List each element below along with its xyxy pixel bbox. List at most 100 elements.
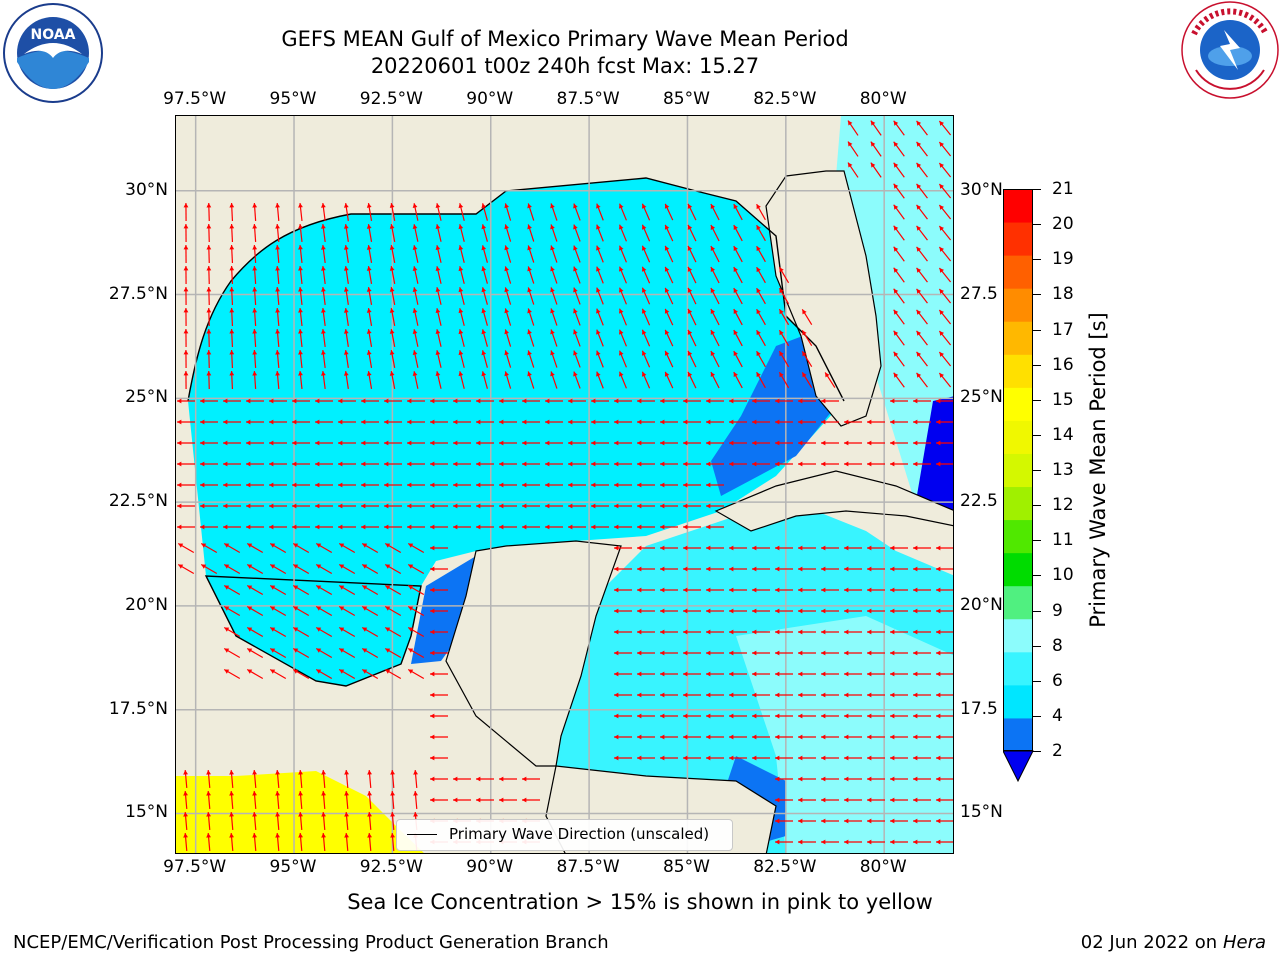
wave-vector-head <box>637 755 642 761</box>
wave-vector-head <box>729 587 734 593</box>
wave-vector-head <box>362 648 368 653</box>
wave-vector-head <box>315 398 320 404</box>
wave-vector-head <box>527 329 532 335</box>
wave-vector-head <box>275 308 280 313</box>
wave-vector-head <box>893 288 899 294</box>
colorbar-tick-mark <box>1033 329 1041 331</box>
wave-vector-head <box>568 461 573 467</box>
wave-vector-head <box>821 776 826 782</box>
wave-vector-head <box>821 650 826 656</box>
colorbar-tick-mark <box>1033 224 1041 226</box>
wave-vector-head <box>270 627 276 632</box>
wave-vector-head <box>476 398 481 404</box>
wave-vector-head <box>252 245 258 250</box>
lon-tick-bottom: 90°W <box>466 857 514 877</box>
wave-vector-head <box>660 650 665 656</box>
colorbar-segment <box>1003 354 1033 388</box>
wave-vector-head <box>206 203 212 208</box>
wave-vector-head <box>499 461 504 467</box>
wave-vector-head <box>499 482 504 488</box>
wave-vector-head <box>706 755 711 761</box>
wave-vector-head <box>775 734 780 740</box>
wave-vector-head <box>798 839 803 845</box>
wave-vector-head <box>687 287 693 293</box>
wave-vector-head <box>435 371 441 377</box>
wave-vector-head <box>476 461 481 467</box>
wave-vector-head <box>596 371 601 377</box>
wave-vector-head <box>177 419 182 425</box>
lat-tick-left: 25°N <box>125 387 168 408</box>
lon-tick-bottom: 97.5°W <box>163 857 227 877</box>
lat-tick-right: 17.5 <box>960 698 998 719</box>
wave-vector-head <box>389 224 395 229</box>
wave-vector-head <box>223 503 228 509</box>
wave-vector-head <box>710 287 716 293</box>
wave-vector-head <box>338 419 343 425</box>
wave-vector-head <box>729 440 734 446</box>
wave-vector-head <box>481 287 487 293</box>
colorbar-segment <box>1003 618 1033 653</box>
wave-vector-head <box>756 330 761 336</box>
wave-vector-head <box>224 648 230 653</box>
wave-vector-head <box>270 669 276 674</box>
wave-vector-head <box>408 564 414 569</box>
wave-vector-head <box>384 440 389 446</box>
wave-vector-head <box>408 543 414 548</box>
wave-vector-head <box>687 245 693 251</box>
wave-vector-head <box>591 440 596 446</box>
wave-vector-head <box>200 503 205 509</box>
wave-vector-head <box>361 503 366 509</box>
wave-vector-head <box>550 287 555 293</box>
wave-vector-head <box>637 398 642 404</box>
wave-vector-head <box>407 461 412 467</box>
wave-vector-head <box>361 482 366 488</box>
wave-vector-head <box>821 545 826 551</box>
wave-vector-head <box>453 419 458 425</box>
wave-vector-head <box>200 482 205 488</box>
wave-vector-head <box>660 692 665 698</box>
caribbean-lighter <box>736 616 953 853</box>
wave-vector-head <box>619 203 624 209</box>
wave-vector-head <box>499 797 504 803</box>
wave-vector-head <box>637 587 642 593</box>
wave-vector-head <box>706 671 711 677</box>
wave-vector-head <box>275 791 280 796</box>
wave-vector-head <box>316 669 322 674</box>
wave-vector-head <box>177 503 182 509</box>
wave-vector-head <box>481 266 487 272</box>
wave-vector-head <box>660 713 665 719</box>
wave-vector-head <box>275 812 280 817</box>
wave-vector-head <box>706 650 711 656</box>
wave-vector-head <box>614 713 619 719</box>
wave-vector-head <box>733 246 738 252</box>
wave-vector-head <box>384 461 389 467</box>
wave-vector-head <box>177 461 182 467</box>
wave-vector-head <box>430 776 435 782</box>
wave-vector-head <box>298 308 303 313</box>
wave-vector-head <box>821 797 826 803</box>
wave-vector-head <box>223 398 228 404</box>
wave-vector-head <box>936 818 941 824</box>
colorbar-tick-label: 8 <box>1052 635 1063 656</box>
wave-vector-head <box>893 246 899 252</box>
wave-vector-head <box>321 371 326 376</box>
wave-vector-head <box>893 372 899 378</box>
colorbar-tick-mark <box>1033 434 1041 436</box>
wave-vector-head <box>614 566 619 572</box>
wave-vector-head <box>389 203 395 208</box>
wave-vector-head <box>890 797 895 803</box>
wave-vector-head <box>270 543 276 548</box>
lon-tick-bottom: 92.5°W <box>359 857 423 877</box>
wave-vector-head <box>936 650 941 656</box>
lon-tick-top: 92.5°W <box>359 89 423 109</box>
wave-vector-head <box>867 734 872 740</box>
lon-tick-bottom: 82.5°W <box>753 857 817 877</box>
wave-vector-head <box>430 482 435 488</box>
wave-vector-head <box>343 224 349 229</box>
wave-vector-head <box>706 713 711 719</box>
wave-vector-head <box>619 245 624 251</box>
wave-vector-head <box>596 287 601 293</box>
wave-vector-head <box>936 587 941 593</box>
wave-vector-head <box>596 266 601 272</box>
wave-vector-head <box>407 440 412 446</box>
